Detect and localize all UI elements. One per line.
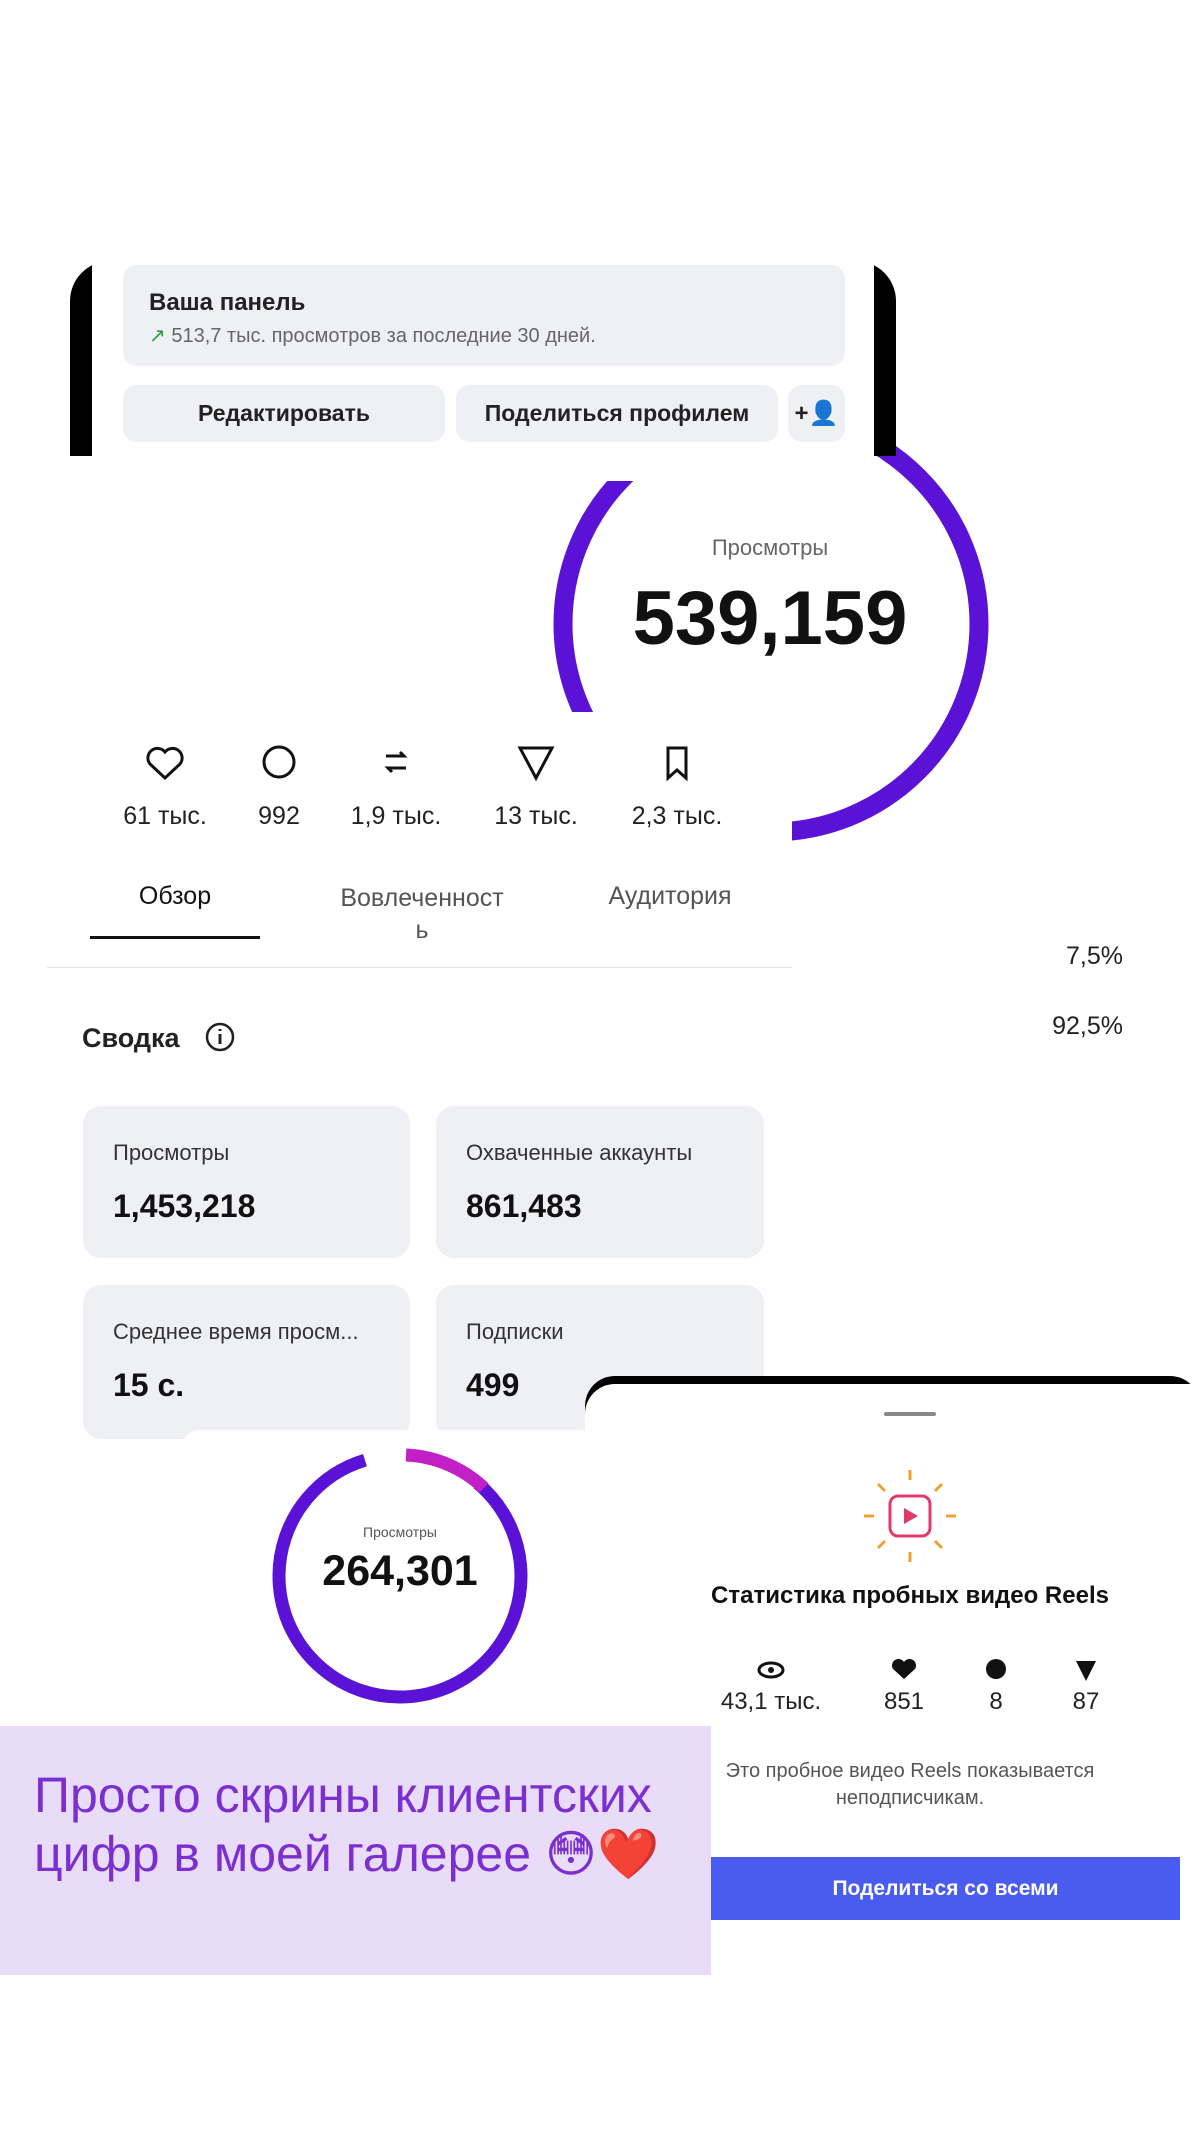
stat-value: 992 bbox=[258, 802, 300, 830]
small-ring-value: 264,301 bbox=[322, 1547, 478, 1595]
panel-title: Ваша панель bbox=[149, 289, 306, 316]
repost-icon bbox=[384, 750, 408, 774]
stat-value: 1,9 тыс. bbox=[350, 802, 442, 830]
tab[interactable]: Вовлеченность bbox=[340, 884, 504, 944]
reels-note: Это пробное видео Reels показывается неп… bbox=[725, 1760, 1095, 1809]
share-icon bbox=[517, 746, 555, 782]
reels-title: Статистика пробных видео Reels bbox=[711, 1582, 1109, 1609]
add-person-button[interactable]: +👤 bbox=[788, 385, 845, 442]
percentage: 7,5% bbox=[1066, 942, 1123, 970]
tab[interactable]: Аудитория bbox=[608, 882, 732, 910]
share-profile-button[interactable]: Поделиться профилем bbox=[456, 385, 778, 442]
save-icon bbox=[666, 746, 688, 782]
share-all-button[interactable]: Поделиться со всеми bbox=[711, 1857, 1180, 1920]
separator bbox=[47, 967, 792, 968]
reels-stat: 43,1 тыс. bbox=[720, 1688, 822, 1715]
ring-label: Просмотры bbox=[711, 535, 829, 560]
stat-icons bbox=[146, 745, 688, 782]
stat-value: 61 тыс. bbox=[123, 802, 207, 830]
small-ring bbox=[272, 1448, 528, 1704]
stat-value: 2,3 тыс. bbox=[631, 802, 723, 830]
percentage: 92,5% bbox=[1052, 1012, 1123, 1040]
panel-subtitle-text: 513,7 тыс. просмотров за последние 30 дн… bbox=[171, 325, 596, 347]
reels-stat: 8 bbox=[989, 1688, 1003, 1715]
tab-underline bbox=[90, 936, 260, 939]
reels-stat: 87 bbox=[1072, 1688, 1100, 1715]
ring-value: 539,159 bbox=[632, 576, 908, 661]
card-label: Просмотры bbox=[113, 1140, 230, 1165]
tab[interactable]: Обзор bbox=[138, 882, 212, 910]
comment-icon bbox=[262, 745, 296, 779]
info-icon[interactable] bbox=[204, 1021, 236, 1053]
card-value: 861,483 bbox=[466, 1188, 582, 1224]
reels-stat-icons bbox=[757, 1658, 1096, 1681]
caption: Просто скрины клиентских цифр в моей гал… bbox=[0, 1726, 711, 1975]
ring-segment bbox=[405, 1448, 489, 1493]
card-value: 15 с. bbox=[113, 1367, 185, 1403]
stat-value: 13 тыс. bbox=[494, 802, 578, 830]
summary-title: Сводка bbox=[82, 1023, 180, 1053]
summary-card: Охваченные аккаунты 861,483 bbox=[436, 1106, 764, 1258]
card-label: Охваченные аккаунты bbox=[466, 1140, 693, 1165]
reels-stat: 851 bbox=[883, 1688, 925, 1715]
trend-arrow: ↗ bbox=[149, 325, 172, 347]
card-label: Среднее время просм... bbox=[113, 1319, 359, 1344]
edit-button[interactable]: Редактировать bbox=[123, 385, 445, 442]
small-ring-panel bbox=[180, 1430, 600, 1720]
card-value: 499 bbox=[466, 1367, 520, 1403]
small-ring-label: Просмотры bbox=[363, 1524, 437, 1540]
like-icon bbox=[146, 746, 184, 781]
summary-card: Просмотры 1,453,218 bbox=[83, 1106, 410, 1258]
summary-card: Среднее время просм... 15 с. bbox=[83, 1285, 410, 1439]
panel-box: Ваша панель ↗ 513,7 тыс. просмотров за п… bbox=[123, 265, 845, 366]
card-value: 1,453,218 bbox=[113, 1188, 256, 1224]
sheet-handle bbox=[884, 1412, 936, 1416]
panel-subtitle: ↗ 513,7 тыс. просмотров за последние 30 … bbox=[149, 323, 819, 348]
reels-icon bbox=[864, 1470, 956, 1562]
card-label: Подписки bbox=[466, 1319, 564, 1344]
